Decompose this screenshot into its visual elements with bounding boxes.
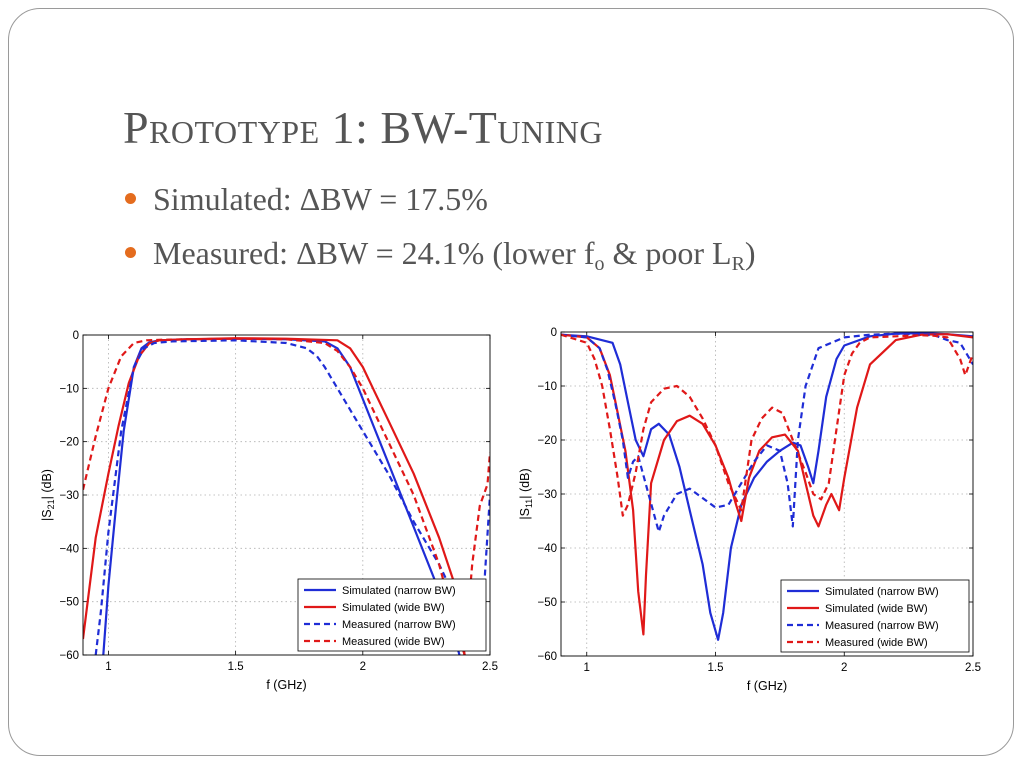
- y-tick-label: −40: [537, 543, 557, 555]
- y-tick-label: −30: [537, 489, 557, 501]
- bullet-text-mid: & poor L: [604, 235, 732, 271]
- plot-frame: [560, 331, 974, 657]
- series-line-3: [561, 333, 973, 517]
- subscript-r: R: [731, 253, 745, 275]
- bullet-dot-icon: [125, 247, 136, 258]
- s11-chart: 1 1.5 2 2.5 0 −10 −20 −30 −40 −50 −60 f (GHz) |S11| …: [518, 327, 981, 693]
- plot-frame: [82, 334, 491, 656]
- y-tick-label: −20: [537, 435, 557, 447]
- x-axis-label: f (GHz): [747, 679, 787, 693]
- series-line-0: [102, 337, 461, 655]
- x-tick-label: 2: [841, 662, 847, 674]
- legend-label-3: Measured (wide BW): [825, 637, 928, 649]
- bullet-measured: Measured: ΔBW = 24.1% (lower fo & poor L…: [125, 231, 756, 285]
- y-tick-label: 0: [73, 330, 79, 342]
- y-tick-label: −60: [59, 650, 79, 662]
- legend-label-3: Measured (wide BW): [342, 636, 445, 648]
- x-tick-label: 2.5: [965, 662, 981, 674]
- x-tick-label: 1.5: [708, 662, 724, 674]
- y-tick-label: −40: [59, 543, 79, 555]
- y-tick-label: −30: [59, 490, 79, 502]
- bullet-text-value: = 17.5%: [371, 181, 488, 217]
- x-axis-label: f (GHz): [266, 678, 306, 692]
- x-tick-label: 1.5: [228, 661, 244, 673]
- x-tick-label: 1: [105, 661, 111, 673]
- legend-label-2: Measured (narrow BW): [342, 619, 456, 631]
- bullet-text-value: = 24.1% (lower f: [367, 235, 595, 271]
- series-line-1: [561, 333, 973, 636]
- y-tick-label: −50: [59, 597, 79, 609]
- bullet-text-end: ): [744, 235, 756, 271]
- bullet-text-prefix: Measured:: [153, 235, 297, 271]
- legend-label-1: Simulated (wide BW): [342, 602, 445, 614]
- slide-title: Prototype 1: BW-Tuning: [123, 102, 603, 153]
- bullet-simulated: Simulated: ΔBW = 17.5%: [125, 177, 756, 231]
- legend-label-1: Simulated (wide BW): [825, 603, 928, 615]
- legend-label-0: Simulated (narrow BW): [825, 586, 939, 598]
- x-tick-label: 1: [584, 662, 590, 674]
- legend-label-2: Measured (narrow BW): [825, 620, 939, 632]
- y-tick-label: 0: [551, 327, 557, 339]
- y-tick-label: −10: [59, 383, 79, 395]
- y-tick-label: −60: [537, 651, 557, 663]
- bullet-text-delta: ΔBW: [299, 181, 372, 217]
- y-tick-label: −10: [537, 381, 557, 393]
- bullet-text-prefix: Simulated:: [153, 181, 300, 217]
- bullet-list: Simulated: ΔBW = 17.5% Measured: ΔBW = 2…: [125, 177, 756, 285]
- bullet-dot-icon: [125, 193, 136, 204]
- y-tick-label: −50: [537, 597, 557, 609]
- s21-chart: 1 1.5 2 2.5 0 −10 −20 −30 −40 −50 −60 f (GHz) |S21| …: [40, 330, 498, 692]
- subscript-o: o: [594, 253, 605, 275]
- x-tick-label: 2: [360, 661, 366, 673]
- y-axis-label: |S21| (dB): [40, 469, 56, 521]
- bullet-text-delta: ΔBW: [296, 235, 368, 271]
- y-tick-label: −20: [59, 437, 79, 449]
- y-axis-label: |S11| (dB): [518, 468, 534, 519]
- x-tick-label: 2.5: [482, 661, 498, 673]
- legend-label-0: Simulated (narrow BW): [342, 585, 456, 597]
- series-line-2: [561, 332, 973, 533]
